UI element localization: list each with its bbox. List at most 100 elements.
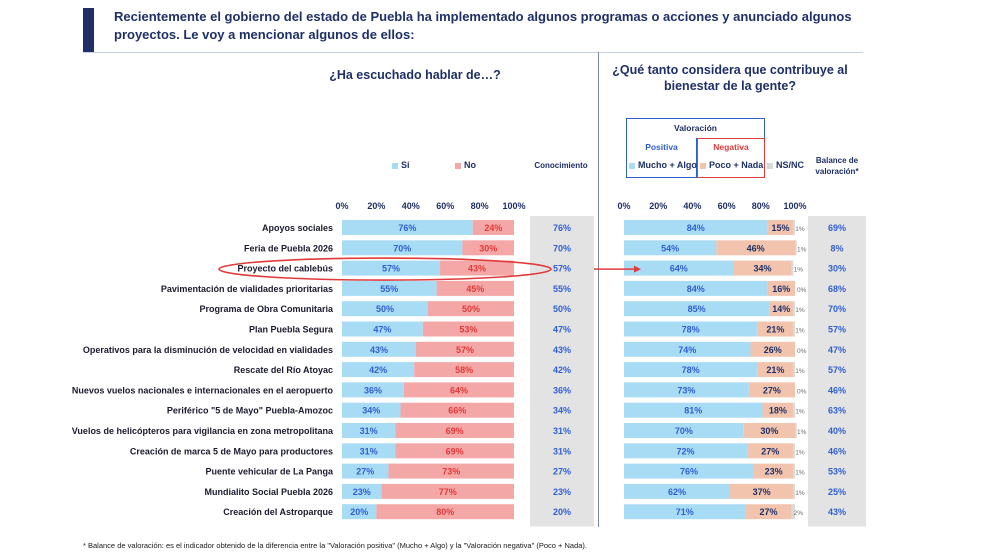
bar-si-label: 20%	[350, 507, 368, 517]
bar-si-label: 76%	[398, 223, 416, 233]
conocimiento-value: 76%	[553, 223, 571, 233]
category-label: Rescate del Río Atoyac	[234, 365, 333, 375]
bar-mucho-algo	[624, 362, 758, 378]
bar-no	[440, 260, 514, 276]
conocimiento-column-bg	[530, 216, 594, 527]
balance-value: 43%	[828, 507, 846, 517]
bar-no-label: 69%	[446, 426, 464, 436]
bar-nsnc	[793, 402, 795, 418]
bar-si-label: 70%	[393, 243, 411, 253]
bar-si-label: 27%	[356, 467, 374, 477]
question-awareness: ¿Ha escuchado hablar de…?	[329, 68, 501, 82]
bar-no-label: 30%	[479, 243, 497, 253]
conocimiento-value: 31%	[553, 446, 571, 456]
left-x-tick: 80%	[471, 201, 489, 211]
bar-mucho-algo-label: 62%	[668, 487, 686, 497]
balance-value: 53%	[828, 467, 846, 477]
bar-mucho-algo-label: 85%	[688, 304, 706, 314]
bar-mucho-algo-label: 74%	[678, 345, 696, 355]
right-x-tick: 0%	[617, 201, 630, 211]
bar-nsnc	[793, 321, 795, 337]
category-label: Creación de marca 5 de Mayo para product…	[130, 446, 333, 456]
bar-nsnc-label: 1%	[795, 307, 805, 314]
category-label: Proyecto del cablebús	[237, 264, 333, 274]
balance-value: 47%	[828, 345, 846, 355]
category-label: Creación del Astroparque	[223, 507, 333, 517]
category-label: Plan Puebla Segura	[249, 325, 334, 335]
bar-poco-nada-label: 34%	[754, 264, 772, 274]
bar-si	[342, 321, 423, 337]
bar-poco-nada	[748, 382, 795, 398]
bar-poco-nada	[769, 301, 794, 317]
bar-no-label: 69%	[446, 446, 464, 456]
legend-si-swatch	[392, 162, 398, 169]
bar-nsnc-label: 1%	[795, 449, 805, 456]
legend-nsnc-swatch	[767, 162, 773, 169]
legend-poco-nada-swatch	[700, 162, 706, 169]
left-x-tick: 100%	[502, 201, 525, 211]
bar-poco-nada	[767, 280, 795, 296]
bar-no	[428, 301, 514, 317]
bar-mucho-algo-label: 70%	[675, 426, 693, 436]
right-x-tick: 100%	[783, 201, 806, 211]
conocimiento-value: 70%	[553, 243, 571, 253]
bar-no-label: 77%	[439, 487, 457, 497]
bar-si-label: 34%	[362, 406, 380, 416]
bar-nsnc	[793, 362, 795, 378]
bar-mucho-algo	[624, 443, 748, 459]
category-label: Puente vehicular de La Panga	[205, 467, 334, 477]
bar-no	[395, 443, 514, 459]
category-label: Nuevos vuelos nacionales e internacional…	[72, 385, 334, 395]
bar-poco-nada-label: 27%	[759, 507, 777, 517]
balance-value: 69%	[828, 223, 846, 233]
conocimiento-value: 55%	[553, 284, 571, 294]
section-divider	[598, 52, 599, 527]
positiva-box	[626, 138, 697, 178]
balance-value: 57%	[828, 365, 846, 375]
bar-no-label: 45%	[466, 284, 484, 294]
bar-no-label: 80%	[436, 507, 454, 517]
bar-mucho-algo	[624, 423, 744, 438]
bar-poco-nada	[757, 321, 794, 337]
footnote: * Balance de valoración: es el indicador…	[83, 541, 587, 550]
conocimiento-value: 20%	[553, 507, 571, 517]
conocimiento-value: 43%	[553, 345, 571, 355]
legend-mucho-algo-swatch	[629, 162, 635, 169]
legend-nsnc: NS/NC	[767, 160, 804, 170]
title-accent-bar	[83, 8, 94, 52]
negativa-label: Negativa	[713, 142, 749, 152]
bar-mucho-algo	[624, 220, 768, 235]
bar-nsnc-label: 0%	[797, 287, 807, 294]
bar-mucho-algo	[624, 321, 758, 337]
bar-si	[342, 463, 389, 479]
category-label: Mundialito Social Puebla 2026	[204, 487, 333, 497]
bar-mucho-algo-label: 71%	[676, 507, 694, 517]
category-label: Operativos para la disminución de veloci…	[83, 345, 333, 355]
bar-no-label: 50%	[462, 304, 480, 314]
bar-mucho-algo	[624, 341, 751, 357]
bar-si-label: 31%	[360, 446, 378, 456]
bar-no-label: 64%	[450, 385, 468, 395]
right-x-tick: 80%	[752, 201, 770, 211]
category-label: Feria de Puebla 2026	[244, 243, 333, 253]
bar-si	[342, 483, 382, 499]
bar-nsnc-label: 1%	[794, 267, 804, 274]
bar-si	[342, 402, 401, 418]
bar-nsnc-label: 1%	[795, 226, 805, 233]
bar-no-label: 58%	[455, 365, 473, 375]
conocimiento-value: 23%	[553, 487, 571, 497]
bar-no	[376, 504, 514, 520]
category-label: Apoyos sociales	[262, 223, 333, 233]
bar-poco-nada	[747, 443, 794, 459]
bar-no-label: 53%	[459, 325, 477, 335]
bar-no-label: 24%	[484, 223, 502, 233]
bar-nsnc-label: 0%	[797, 388, 807, 395]
bar-poco-nada	[750, 341, 795, 357]
bar-nsnc	[795, 240, 797, 256]
bar-poco-nada-label: 37%	[753, 487, 771, 497]
balance-value: 63%	[828, 406, 846, 416]
header-conocimiento: Conocimiento	[534, 161, 588, 170]
bar-nsnc-label: 1%	[795, 368, 805, 375]
bar-mucho-algo	[624, 382, 749, 398]
